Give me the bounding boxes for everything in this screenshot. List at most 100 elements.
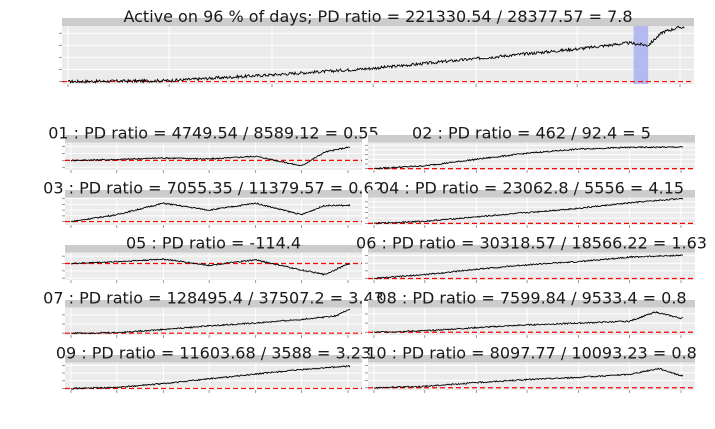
x-tick-label: 1974-01 bbox=[130, 0, 197, 4]
y-tick-label: 8000 bbox=[20, 0, 61, 4]
x-tick-label: 1973-01 bbox=[341, 0, 408, 4]
series-line bbox=[373, 254, 683, 280]
highlight-band bbox=[633, 26, 649, 84]
x-tick-label: 1975-01 bbox=[545, 0, 612, 4]
y-tick-label: 5e+04 bbox=[7, 0, 61, 4]
x-tick-label: 1975-01 bbox=[222, 0, 289, 4]
plot-background bbox=[65, 252, 362, 280]
y-tick-label: 1e+05 bbox=[7, 0, 61, 4]
x-tick-label: 1974-07 bbox=[494, 0, 561, 4]
y-tick-label: 10000 bbox=[313, 0, 364, 4]
x-tick-label: 1973-01 bbox=[341, 0, 408, 4]
facet-strip bbox=[65, 190, 362, 198]
x-tick-label: 1976-01 bbox=[648, 0, 715, 4]
x-tick-label: 1973-01 bbox=[38, 0, 105, 4]
x-tick-label: 1975-07 bbox=[268, 0, 335, 4]
y-tick-label: 300 bbox=[333, 0, 364, 4]
x-tick-label: 1973-07 bbox=[136, 0, 203, 4]
y-tick-label: 15000 bbox=[313, 0, 364, 4]
x-tick-label: 1975-01 bbox=[443, 0, 510, 4]
plot-background bbox=[65, 307, 362, 335]
x-tick-label: 1974-01 bbox=[130, 0, 197, 4]
y-tick-label: 2000 bbox=[20, 0, 61, 4]
x-tick-label: 1976-01 bbox=[647, 0, 714, 4]
facet-panel-3: 03 : PD ratio = 7055.35 / 11379.57 = 0.6… bbox=[10, 0, 384, 228]
x-tick-label: 1975-01 bbox=[545, 0, 612, 4]
x-tick-label: 1975-01 bbox=[545, 0, 612, 4]
x-tick-label: 1973-07 bbox=[83, 0, 150, 4]
y-tick-label: -2000 bbox=[15, 0, 62, 4]
y-tick-label: 0 bbox=[354, 0, 364, 4]
y-tick-label: 0 bbox=[354, 0, 364, 4]
x-tick-label: 1974-01 bbox=[443, 0, 510, 4]
y-tick-label: 0 bbox=[48, 0, 58, 4]
facet-strip bbox=[368, 190, 695, 198]
y-tick-label: 0e+00 bbox=[7, 0, 61, 4]
x-tick-label: 1974-01 bbox=[443, 0, 510, 4]
y-tick-label: 100 bbox=[333, 0, 364, 4]
x-tick-label: 1975-07 bbox=[268, 0, 335, 4]
x-tick-label: 1975-01 bbox=[222, 0, 289, 4]
y-tick-label: 200 bbox=[333, 0, 364, 4]
x-tick-label: 1973-07 bbox=[391, 0, 458, 4]
x-tick-label: 1973-07 bbox=[83, 0, 150, 4]
facet-panel-8: 08 : PD ratio = 7599.84 / 9533.4 = 0.8 05… bbox=[313, 0, 714, 338]
x-tick-label: 1974-01 bbox=[239, 0, 306, 4]
series-line bbox=[373, 311, 684, 334]
y-tick-label: 20000 bbox=[313, 0, 364, 4]
facet-title: Active on 96 % of days; PD ratio = 22133… bbox=[123, 7, 632, 26]
y-tick-label: 200000 bbox=[0, 0, 58, 4]
y-tick-label: 12000 bbox=[10, 0, 61, 4]
y-tick-label: 2500 bbox=[20, 0, 61, 4]
x-tick-label: 1973-07 bbox=[391, 0, 458, 4]
x-tick-label: 1973-01 bbox=[38, 0, 105, 4]
y-tick-label: 2500 bbox=[20, 0, 61, 4]
y-tick-label: 5000 bbox=[323, 0, 364, 4]
facet-title: 05 : PD ratio = -114.4 bbox=[126, 234, 301, 253]
x-tick-label: 1975-07 bbox=[596, 0, 663, 4]
facet-panel-6: 06 : PD ratio = 30318.57 / 18566.22 = 1.… bbox=[313, 0, 714, 283]
x-tick-label: 1974-07 bbox=[494, 0, 561, 4]
x-tick-label: 1976-01 bbox=[315, 0, 382, 4]
plot-background bbox=[368, 362, 695, 390]
plot-background bbox=[65, 362, 362, 390]
y-tick-label: 0 bbox=[51, 0, 61, 4]
x-tick-label: 1973-01 bbox=[35, 0, 102, 4]
y-tick-label: 5000 bbox=[323, 0, 364, 4]
x-tick-label: 1974-07 bbox=[494, 0, 561, 4]
x-tick-label: 1973-01 bbox=[38, 0, 105, 4]
x-tick-label: 1976-01 bbox=[648, 0, 715, 4]
facet-title: 08 : PD ratio = 7599.84 / 9533.4 = 0.8 bbox=[376, 289, 686, 308]
x-tick-label: 1973-07 bbox=[83, 0, 150, 4]
y-tick-label: 50000 bbox=[7, 0, 58, 4]
x-tick-label: 1974-01 bbox=[443, 0, 510, 4]
y-tick-label: -2500 bbox=[15, 0, 62, 4]
plot-background bbox=[65, 197, 362, 225]
facet-title: 06 : PD ratio = 30318.57 / 18566.22 = 1.… bbox=[356, 234, 707, 253]
x-tick-label: 1975-07 bbox=[596, 0, 663, 4]
x-tick-label: 1974-07 bbox=[176, 0, 243, 4]
y-tick-label: 10000 bbox=[313, 0, 364, 4]
facet-title: 03 : PD ratio = 7055.35 / 11379.57 = 0.6… bbox=[43, 179, 384, 198]
x-tick-label: 1974-01 bbox=[130, 0, 197, 4]
facet-strip bbox=[368, 355, 695, 363]
x-tick-label: 1975-01 bbox=[222, 0, 289, 4]
x-tick-label: 1976-01 bbox=[648, 0, 715, 4]
x-tick-label: 1975-01 bbox=[545, 0, 612, 4]
x-tick-label: 1974-07 bbox=[494, 0, 561, 4]
x-tick-label: 1975-07 bbox=[596, 0, 663, 4]
x-tick-label: 1975-07 bbox=[544, 0, 611, 4]
x-tick-label: 1975-01 bbox=[545, 0, 612, 4]
facet-strip bbox=[65, 245, 362, 253]
facet-panel-5: 05 : PD ratio = -114.4-4000-200002000197… bbox=[15, 0, 382, 283]
facet-title: 02 : PD ratio = 462 / 92.4 = 5 bbox=[412, 124, 651, 143]
x-tick-label: 1973-01 bbox=[341, 0, 408, 4]
x-tick-label: 1973-01 bbox=[341, 0, 408, 4]
x-tick-label: 1976-01 bbox=[315, 0, 382, 4]
x-tick-label: 1976-01 bbox=[315, 0, 382, 4]
series-line bbox=[70, 257, 351, 276]
x-tick-label: 1973-07 bbox=[391, 0, 458, 4]
x-tick-label: 1973-07 bbox=[391, 0, 458, 4]
